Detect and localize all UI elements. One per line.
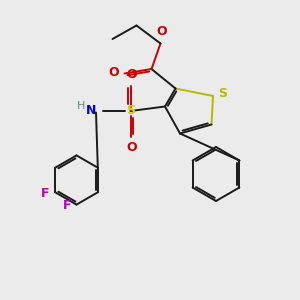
Text: S: S: [126, 104, 135, 118]
Text: H: H: [77, 100, 85, 111]
Text: O: O: [109, 66, 119, 79]
Text: O: O: [157, 25, 167, 38]
Text: F: F: [63, 199, 71, 212]
Text: O: O: [127, 141, 137, 154]
Text: F: F: [41, 187, 50, 200]
Text: N: N: [85, 104, 96, 117]
Text: O: O: [127, 68, 137, 81]
Text: S: S: [218, 87, 227, 100]
